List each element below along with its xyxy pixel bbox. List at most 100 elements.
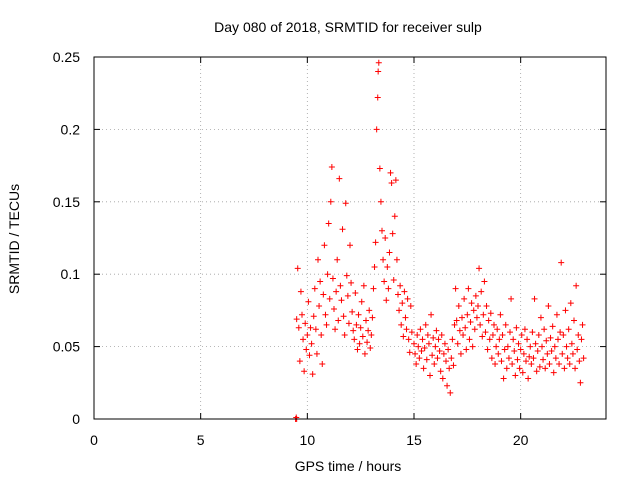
y-tick-label: 0.15 bbox=[53, 194, 80, 210]
data-point bbox=[484, 346, 491, 353]
data-point bbox=[492, 360, 499, 367]
data-point bbox=[496, 336, 503, 343]
y-tick-labels: 0 0.05 0.1 0.15 0.2 0.25 bbox=[53, 49, 80, 427]
data-point bbox=[293, 316, 300, 323]
data-point bbox=[353, 321, 360, 328]
data-point bbox=[379, 227, 385, 234]
data-point bbox=[366, 307, 373, 314]
data-point bbox=[304, 332, 311, 339]
data-point bbox=[520, 350, 527, 357]
data-point bbox=[425, 340, 432, 347]
data-point bbox=[533, 368, 540, 375]
data-point bbox=[389, 230, 396, 237]
data-point bbox=[443, 358, 449, 365]
data-point bbox=[411, 340, 417, 347]
data-point bbox=[431, 360, 438, 367]
data-point bbox=[515, 340, 522, 347]
y-tick-label: 0 bbox=[72, 411, 80, 427]
data-point bbox=[552, 355, 559, 362]
data-point bbox=[543, 337, 550, 344]
data-point bbox=[471, 326, 478, 333]
data-point bbox=[348, 279, 355, 286]
data-point bbox=[500, 375, 507, 382]
data-point bbox=[318, 332, 325, 339]
data-point bbox=[331, 305, 337, 312]
data-point bbox=[354, 346, 361, 353]
data-point bbox=[534, 347, 541, 354]
data-point bbox=[427, 372, 433, 379]
data-point bbox=[381, 278, 388, 285]
data-point bbox=[422, 321, 429, 328]
data-point bbox=[360, 282, 367, 289]
data-point bbox=[316, 303, 323, 310]
data-point bbox=[365, 327, 372, 334]
data-point bbox=[384, 263, 391, 270]
data-point bbox=[397, 282, 404, 289]
data-point bbox=[423, 356, 430, 363]
data-point bbox=[374, 94, 381, 101]
data-point bbox=[491, 321, 497, 328]
data-point bbox=[446, 365, 453, 372]
data-point bbox=[406, 349, 413, 356]
data-point bbox=[358, 298, 365, 305]
x-tick-label: 10 bbox=[300, 432, 316, 448]
data-point bbox=[437, 368, 444, 375]
data-point bbox=[479, 333, 486, 340]
data-point bbox=[329, 275, 336, 282]
data-point bbox=[573, 282, 580, 289]
data-point bbox=[361, 350, 368, 357]
data-point bbox=[447, 389, 454, 396]
data-point bbox=[453, 317, 460, 324]
y-tick-label: 0.2 bbox=[61, 121, 81, 137]
data-point bbox=[338, 297, 345, 304]
data-point bbox=[456, 327, 463, 334]
data-point bbox=[544, 350, 551, 357]
data-point bbox=[357, 324, 364, 331]
data-point bbox=[305, 298, 312, 305]
data-point bbox=[572, 365, 579, 372]
data-point bbox=[460, 332, 467, 339]
data-point bbox=[512, 372, 519, 379]
data-point bbox=[391, 213, 398, 220]
data-point bbox=[521, 326, 528, 333]
data-point bbox=[408, 329, 415, 336]
data-point bbox=[459, 314, 465, 321]
y-tick-label: 0.1 bbox=[61, 266, 81, 282]
data-point bbox=[542, 365, 549, 372]
data-point bbox=[429, 352, 436, 359]
data-point bbox=[469, 343, 476, 350]
data-point bbox=[419, 336, 426, 343]
data-point bbox=[548, 347, 555, 354]
data-point bbox=[309, 371, 316, 378]
x-tick-label: 20 bbox=[513, 432, 529, 448]
data-point bbox=[405, 336, 412, 343]
data-point bbox=[311, 285, 318, 292]
data-point bbox=[372, 239, 379, 246]
data-point bbox=[324, 271, 331, 278]
data-point bbox=[580, 355, 587, 362]
data-point bbox=[376, 165, 383, 172]
data-point bbox=[439, 375, 446, 382]
data-point bbox=[432, 343, 439, 350]
data-point bbox=[325, 220, 332, 227]
data-point bbox=[326, 295, 333, 302]
data-point bbox=[526, 353, 533, 360]
data-point bbox=[371, 263, 378, 270]
data-point bbox=[396, 307, 403, 314]
data-point bbox=[399, 300, 406, 307]
data-point bbox=[571, 317, 577, 324]
data-point bbox=[501, 346, 508, 353]
data-point bbox=[308, 340, 315, 347]
data-point bbox=[321, 242, 328, 249]
data-point bbox=[416, 355, 423, 362]
data-point bbox=[421, 345, 428, 352]
grid bbox=[94, 57, 606, 419]
data-point bbox=[482, 329, 489, 336]
data-point bbox=[486, 336, 493, 343]
data-point bbox=[356, 340, 363, 347]
data-point bbox=[310, 313, 317, 320]
data-point bbox=[556, 360, 563, 367]
data-point bbox=[475, 303, 481, 310]
data-point bbox=[340, 313, 347, 320]
data-point bbox=[508, 295, 515, 302]
